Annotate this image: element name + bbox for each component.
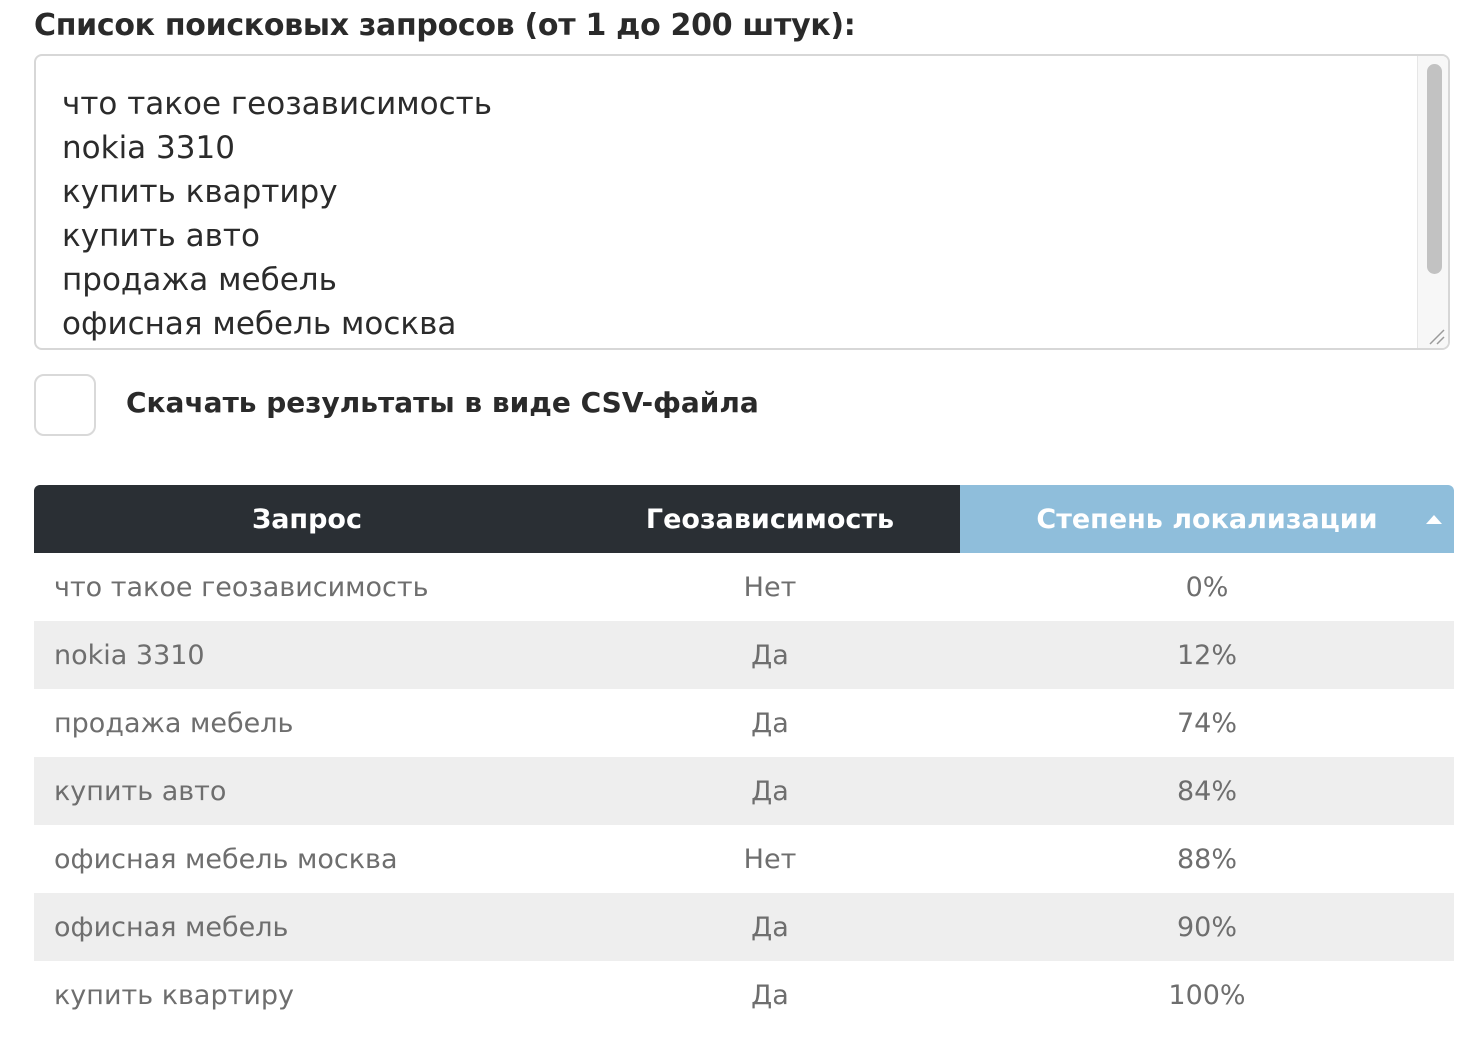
cell-localization: 84%: [960, 757, 1454, 825]
cell-geo: Да: [580, 621, 960, 689]
cell-query: офисная мебель москва: [34, 825, 580, 893]
results-table: Запрос Геозависимость Степень локализаци…: [34, 485, 1454, 1029]
query-line: продажа мебель: [62, 262, 337, 298]
queries-text[interactable]: что такое геозависимость nokia 3310 купи…: [62, 82, 492, 346]
cell-localization: 90%: [960, 893, 1454, 961]
table-row: продажа мебель Да 74%: [34, 689, 1454, 757]
queries-textarea[interactable]: что такое геозависимость nokia 3310 купи…: [34, 54, 1450, 350]
column-header-query[interactable]: Запрос: [34, 485, 580, 553]
cell-query: купить квартиру: [34, 961, 580, 1029]
query-line: nokia 3310: [62, 130, 235, 166]
table-header-row: Запрос Геозависимость Степень локализаци…: [34, 485, 1454, 553]
column-header-geo[interactable]: Геозависимость: [580, 485, 960, 553]
cell-geo: Да: [580, 689, 960, 757]
query-line: офисная мебель москва: [62, 306, 457, 342]
csv-download-checkbox[interactable]: [34, 374, 96, 436]
table-row: nokia 3310 Да 12%: [34, 621, 1454, 689]
column-header-localization-label: Степень локализации: [1036, 503, 1378, 535]
query-line: что такое геозависимость: [62, 86, 493, 122]
cell-query: продажа мебель: [34, 689, 580, 757]
table-row: купить квартиру Да 100%: [34, 961, 1454, 1029]
cell-geo: Нет: [580, 553, 960, 621]
query-line: купить авто: [62, 218, 260, 254]
textarea-scrollbar-thumb[interactable]: [1427, 64, 1442, 274]
query-line: купить квартиру: [62, 174, 338, 210]
table-row: офисная мебель москва Нет 88%: [34, 825, 1454, 893]
caret-up-icon: [1426, 515, 1442, 524]
cell-geo: Да: [580, 961, 960, 1029]
cell-query: что такое геозависимость: [34, 553, 580, 621]
cell-geo: Да: [580, 893, 960, 961]
table-row: купить авто Да 84%: [34, 757, 1454, 825]
resize-handle-icon[interactable]: [1426, 326, 1446, 346]
cell-query: офисная мебель: [34, 893, 580, 961]
cell-localization: 12%: [960, 621, 1454, 689]
cell-localization: 0%: [960, 553, 1454, 621]
cell-query: купить авто: [34, 757, 580, 825]
cell-localization: 100%: [960, 961, 1454, 1029]
cell-geo: Нет: [580, 825, 960, 893]
cell-localization: 88%: [960, 825, 1454, 893]
table-row: что такое геозависимость Нет 0%: [34, 553, 1454, 621]
cell-geo: Да: [580, 757, 960, 825]
csv-download-label[interactable]: Скачать результаты в виде CSV-файла: [126, 386, 759, 419]
queries-label: Список поисковых запросов (от 1 до 200 ш…: [34, 8, 856, 43]
cell-localization: 74%: [960, 689, 1454, 757]
table-row: офисная мебель Да 90%: [34, 893, 1454, 961]
cell-query: nokia 3310: [34, 621, 580, 689]
textarea-scrollbar[interactable]: [1417, 56, 1448, 348]
column-header-localization[interactable]: Степень локализации: [960, 485, 1454, 553]
